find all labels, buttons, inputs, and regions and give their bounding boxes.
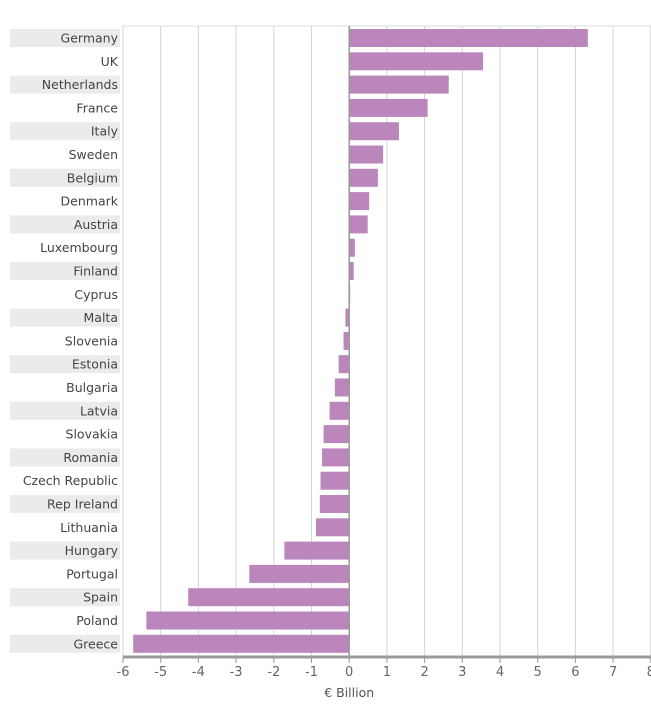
bar-belgium: [349, 168, 378, 187]
bar-luxembourg: [349, 238, 355, 257]
category-label: Romania: [63, 450, 118, 465]
bar-germany: [349, 29, 588, 47]
bar-poland: [146, 611, 350, 630]
bar-romania: [322, 448, 350, 467]
x-tick-label: 4: [496, 665, 504, 680]
x-tick-label: -1: [305, 665, 318, 680]
x-axis-title: € Billion: [324, 685, 374, 700]
bar-austria: [349, 215, 368, 234]
category-label: Germany: [61, 31, 119, 46]
bar-sweden: [349, 145, 384, 164]
category-label: France: [76, 100, 118, 115]
label-background: [10, 401, 120, 420]
category-label: Portugal: [66, 566, 118, 581]
label-background: [10, 495, 120, 513]
category-label: Rep Ireland: [47, 497, 118, 512]
bar-bulgaria: [334, 378, 350, 397]
category-label: Sweden: [69, 147, 118, 162]
bar-italy: [349, 122, 399, 141]
bar-estonia: [338, 355, 350, 374]
label-background: [10, 75, 120, 94]
label-background: [10, 215, 120, 234]
category-label: Slovenia: [65, 333, 118, 348]
bar-netherlands: [349, 75, 449, 94]
bar-portugal: [249, 564, 350, 583]
label-background: [10, 588, 120, 607]
bar-slovenia: [343, 331, 350, 350]
category-label: Slovakia: [66, 427, 118, 442]
bar-uk: [349, 52, 484, 71]
category-label: Spain: [83, 590, 118, 605]
label-background: [10, 634, 120, 653]
x-tick-label: 8: [647, 665, 651, 680]
x-tick-label: 2: [420, 665, 428, 680]
category-label: Czech Republic: [23, 473, 118, 488]
category-label: Hungary: [65, 543, 119, 558]
x-tick-label: 3: [458, 665, 466, 680]
category-label: Austria: [74, 217, 118, 232]
bar-france: [349, 98, 428, 117]
category-label: Denmark: [61, 194, 119, 209]
bar-hungary: [284, 541, 350, 560]
category-label: Malta: [84, 310, 118, 325]
x-tick-label: -6: [117, 665, 130, 680]
category-label: Latvia: [80, 403, 118, 418]
category-label: UK: [101, 54, 119, 69]
x-tick-label: 5: [534, 665, 542, 680]
category-label: Poland: [76, 613, 118, 628]
label-background: [10, 355, 120, 374]
bar-lithuania: [316, 518, 350, 537]
label-background: [10, 29, 120, 47]
category-label: Netherlands: [42, 77, 118, 92]
bar-greece: [133, 634, 350, 653]
x-tick-label: -5: [154, 665, 167, 680]
category-label: Bulgaria: [66, 380, 118, 395]
category-label: Lithuania: [60, 520, 118, 535]
x-tick-label: -4: [192, 665, 205, 680]
label-background: [10, 168, 120, 187]
label-background: [10, 262, 120, 280]
bar-denmark: [349, 192, 370, 211]
x-tick-label: -2: [267, 665, 280, 680]
x-tick-label: 0: [345, 665, 353, 680]
x-tick-label: 7: [609, 665, 617, 680]
category-label: Italy: [91, 124, 119, 139]
category-label: Cyprus: [74, 287, 118, 302]
bar-malta: [345, 308, 350, 327]
category-label: Luxembourg: [40, 240, 118, 255]
bar-rep-ireland: [319, 495, 350, 513]
x-tick-label: 6: [571, 665, 579, 680]
x-tick-label: 1: [383, 665, 391, 680]
category-label: Finland: [73, 264, 118, 279]
bar-czech-republic: [320, 471, 350, 490]
label-background: [10, 448, 120, 467]
x-tick-label: -3: [230, 665, 243, 680]
bar-latvia: [329, 401, 350, 420]
label-background: [10, 308, 120, 327]
bar-finland: [349, 262, 354, 280]
category-label: Estonia: [72, 357, 118, 372]
bar-spain: [188, 588, 350, 607]
bar-slovakia: [323, 425, 350, 444]
category-label: Greece: [74, 636, 119, 651]
label-background: [10, 122, 120, 141]
label-background: [10, 541, 120, 560]
category-label: Belgium: [67, 170, 118, 185]
